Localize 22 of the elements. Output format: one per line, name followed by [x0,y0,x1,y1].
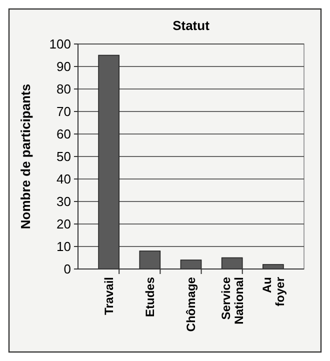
chart-title: Statut [172,18,210,33]
y-tick-label: 70 [56,104,71,120]
y-tick-label: 20 [56,216,71,232]
x-tick-label: Travail [102,277,116,316]
y-tick-label: 50 [56,149,71,164]
y-tick-label: 40 [56,172,71,187]
y-tick-label: 10 [56,239,71,254]
y-tick-label: 60 [56,126,71,142]
bar [221,257,243,270]
y-tick-label: 30 [56,194,71,210]
x-tick-label: Au foyer [260,276,287,306]
bar [139,250,161,270]
y-tick-label: 90 [56,59,71,74]
y-tick-label: 0 [64,262,71,277]
y-tick-label: 100 [49,36,71,52]
bar [98,54,120,270]
x-tick-label: Etudes [143,276,158,318]
x-tick-label: Chômage [184,276,198,332]
bar [180,260,202,270]
x-tick-label: Service National [218,276,246,324]
y-tick-label: 80 [56,82,71,97]
y-axis-title: Nombre de participants [18,84,33,230]
